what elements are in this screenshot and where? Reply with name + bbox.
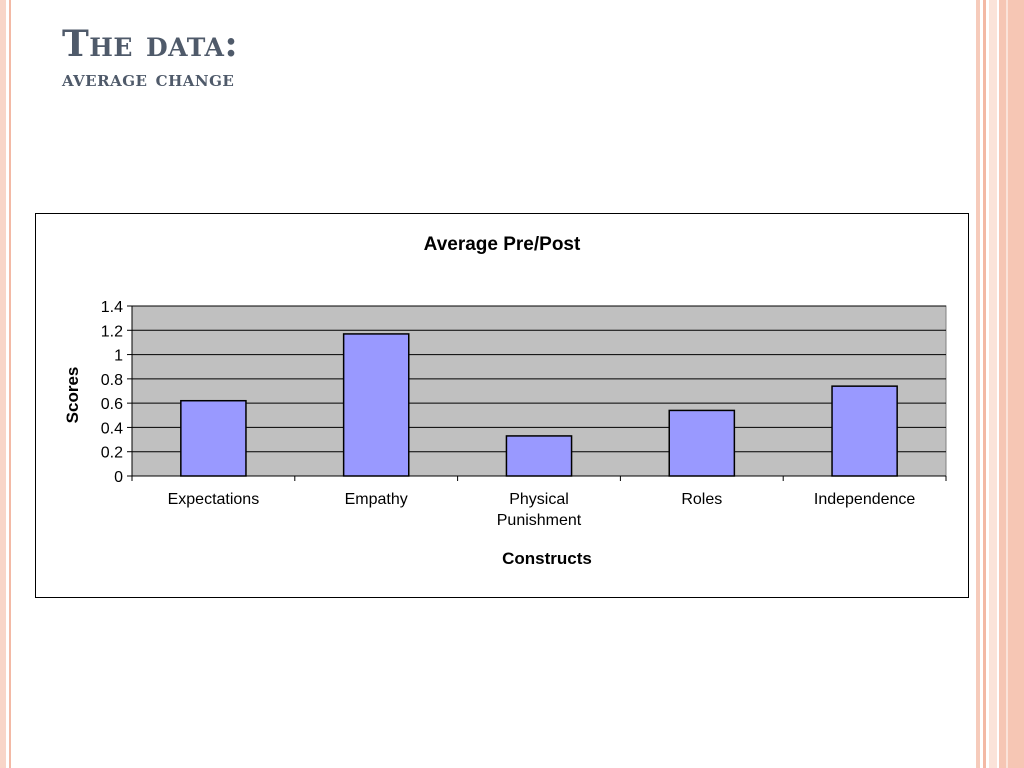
decor-stripe bbox=[989, 0, 997, 768]
y-tick-label: 1.4 bbox=[101, 299, 123, 316]
x-tick-label: Physical Punishment bbox=[497, 491, 582, 529]
x-tick-label: Empathy bbox=[345, 491, 408, 508]
bar bbox=[342, 333, 410, 477]
chart-title: Average Pre/Post bbox=[424, 234, 581, 255]
x-tick-label-line: Roles bbox=[681, 491, 722, 508]
bar bbox=[668, 409, 736, 477]
bar-chart: Average Pre/Post 0 0.2 0.4 0.6 0.8 1 1.2 1.4 Exp… bbox=[63, 234, 947, 568]
x-tick-label-line: Punishment bbox=[497, 512, 582, 529]
decor-stripe bbox=[999, 0, 1024, 768]
y-tick-label: 0.8 bbox=[101, 372, 123, 389]
x-tick-label-line: Expectations bbox=[168, 491, 260, 508]
slide-title: The data: average change bbox=[62, 22, 238, 92]
y-tick-label: 0.2 bbox=[101, 445, 123, 462]
decor-stripe bbox=[976, 0, 980, 768]
x-tick-label-line: Independence bbox=[814, 491, 916, 508]
decor-stripe bbox=[9, 0, 11, 768]
bar bbox=[505, 435, 573, 477]
x-tick-label: Expectations bbox=[168, 491, 260, 508]
plot-area: 0 0.2 0.4 0.6 0.8 1 1.2 1.4 Expectations Empathy P… bbox=[101, 299, 947, 529]
bar bbox=[831, 385, 898, 477]
chart-frame: Average Pre/Post 0 0.2 0.4 0.6 0.8 1 1.2 1.4 Exp… bbox=[35, 213, 969, 598]
x-tick-label-line: Physical bbox=[509, 491, 569, 508]
y-tick-label: 0 bbox=[114, 469, 123, 486]
y-axis-label: Scores bbox=[63, 367, 82, 424]
x-axis-label: Constructs bbox=[502, 549, 592, 568]
decor-stripe bbox=[0, 0, 6, 768]
bar bbox=[180, 399, 247, 477]
slide-title-line1: The data: bbox=[62, 23, 239, 65]
x-tick-label: Roles bbox=[681, 491, 722, 508]
y-tick-label: 0.6 bbox=[101, 396, 123, 413]
decor-stripe bbox=[983, 0, 986, 768]
y-tick-label: 1 bbox=[114, 348, 123, 365]
x-tick-label: Independence bbox=[814, 491, 916, 508]
x-tick-label-line: Empathy bbox=[345, 491, 408, 508]
decor-stripe bbox=[1006, 0, 1008, 768]
y-tick-label: 1.2 bbox=[101, 323, 123, 340]
y-tick-label: 0.4 bbox=[101, 420, 123, 437]
slide-subtitle: average change bbox=[62, 66, 235, 92]
